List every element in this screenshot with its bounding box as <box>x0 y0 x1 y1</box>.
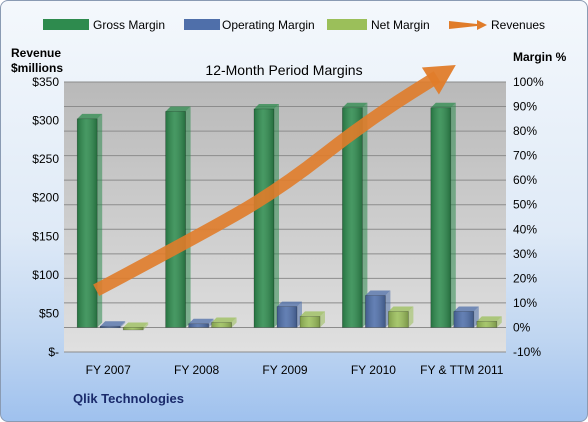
chart-title: 12-Month Period Margins <box>205 62 362 78</box>
left-tick-label: $200 <box>32 191 59 205</box>
legend-label-operating-margin: Operating Margin <box>222 18 315 32</box>
right-tick-label: -10% <box>513 345 541 359</box>
bar-gross-margin <box>165 106 191 328</box>
right-tick-label: 10% <box>513 296 537 310</box>
legend-arrow-revenues-icon <box>449 20 487 30</box>
category-label: FY 2009 <box>262 363 307 377</box>
left-tick-label: $250 <box>32 152 59 166</box>
left-axis-label-line2: $millions <box>11 61 63 75</box>
legend-item-gross-margin: Gross Margin <box>43 18 165 32</box>
legend-label-revenues: Revenues <box>491 18 545 32</box>
legend-label-net-margin: Net Margin <box>371 18 430 32</box>
category-label: FY 2007 <box>86 363 131 377</box>
legend-swatch-operating-margin <box>184 19 220 30</box>
company-name: Qlik Technologies <box>73 391 184 406</box>
bar-net-margin <box>299 311 325 328</box>
legend: Gross Margin Operating Margin Net Margin… <box>43 18 545 32</box>
right-tick-label: 20% <box>513 271 537 285</box>
legend-item-revenues: Revenues <box>449 18 545 32</box>
revenue-arrow-shaft <box>93 71 441 297</box>
bar-operating-margin <box>365 290 391 328</box>
bar-net-margin <box>122 322 149 331</box>
bars-group <box>76 102 502 331</box>
right-axis-ticks: -10% 0% 10% 20% 30% 40% 50% 60% 70% 80% 90% 100% <box>513 75 544 359</box>
legend-swatch-gross-margin <box>43 19 89 30</box>
category-labels: FY 2007 FY 2008 FY 2009 FY 2010 FY & TTM 201… <box>86 363 504 377</box>
left-tick-label: $50 <box>39 306 59 320</box>
bar-operating-margin <box>453 306 479 328</box>
revenue-arrow-group <box>93 65 456 297</box>
revenue-arrow-head <box>421 65 456 95</box>
right-tick-label: 0% <box>513 320 531 334</box>
bar-net-margin <box>476 316 502 328</box>
bar-operating-margin <box>99 321 126 329</box>
legend-item-net-margin: Net Margin <box>327 18 430 32</box>
bar-operating-margin <box>276 301 302 328</box>
legend-label-gross-margin: Gross Margin <box>93 18 165 32</box>
bar-gross-margin <box>253 104 279 328</box>
left-axis-label-line1: Revenue <box>11 46 61 60</box>
bar-gross-margin <box>430 102 456 328</box>
legend-swatch-net-margin <box>327 19 367 30</box>
right-tick-label: 100% <box>513 75 544 89</box>
bar-gross-margin <box>342 102 368 328</box>
bar-net-margin <box>388 306 414 328</box>
legend-item-operating-margin: Operating Margin <box>184 18 315 32</box>
left-tick-label: $350 <box>32 75 59 89</box>
bar-gross-margin <box>76 113 103 328</box>
category-label: FY 2010 <box>351 363 396 377</box>
left-tick-label: $150 <box>32 229 59 243</box>
bar-net-margin <box>211 317 237 328</box>
right-tick-label: 30% <box>513 247 537 261</box>
right-tick-label: 40% <box>513 222 537 236</box>
right-tick-label: 50% <box>513 198 537 212</box>
right-tick-label: 70% <box>513 149 537 163</box>
right-tick-label: 90% <box>513 100 537 114</box>
left-tick-label: $300 <box>32 114 59 128</box>
right-tick-label: 60% <box>513 173 537 187</box>
category-label: FY & TTM 2011 <box>420 363 504 377</box>
left-tick-label: $- <box>48 345 59 359</box>
left-tick-label: $100 <box>32 268 59 282</box>
right-tick-label: 80% <box>513 124 537 138</box>
left-axis-ticks: $- $50 $100 $150 $200 $250 $300 $350 <box>32 75 59 359</box>
right-axis-label: Margin % <box>513 50 567 64</box>
category-label: FY 2008 <box>174 363 219 377</box>
bar-operating-margin <box>188 318 214 328</box>
